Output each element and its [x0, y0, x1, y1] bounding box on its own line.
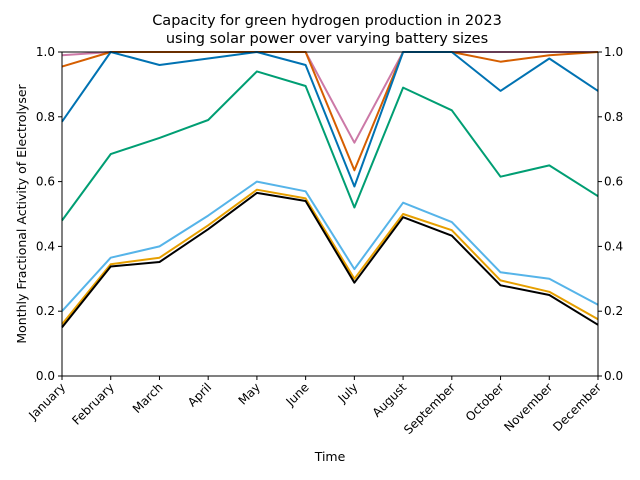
- y2-tick-label: 0.0: [604, 369, 623, 383]
- y2-tick-label: 0.4: [604, 239, 623, 253]
- x-tick-label: May: [236, 380, 263, 407]
- x-tick-label: July: [335, 380, 361, 406]
- y2-tick-label: 1.0: [604, 45, 623, 59]
- x-tick-label: August: [370, 380, 410, 420]
- series-line-1: [61, 51, 598, 144]
- series-line-2: [61, 51, 599, 172]
- x-tick-label: October: [463, 380, 507, 424]
- chart-subtitle: using solar power over varying battery s…: [166, 31, 488, 47]
- y-tick-label: 0.8: [36, 110, 55, 124]
- x-tick-label: November: [501, 380, 555, 434]
- y-tick-label: 0.2: [36, 304, 55, 318]
- series-line-6: [61, 188, 599, 325]
- y2-tick-label: 0.2: [604, 304, 623, 318]
- x-tick-label: January: [25, 380, 68, 423]
- plot-frame: [61, 51, 599, 377]
- y-tick-label: 1.0: [36, 45, 55, 59]
- x-tick-label: April: [185, 380, 214, 409]
- y2-tick-label: 0.6: [604, 175, 623, 189]
- y-axis-label: Monthly Fractional Activity of Electroly…: [14, 83, 29, 343]
- series-line-4: [61, 70, 599, 222]
- y-tick-label: 0.0: [36, 369, 55, 383]
- y2-tick-label: 0.8: [604, 110, 623, 124]
- x-tick-label: June: [283, 380, 312, 409]
- x-tick-label: September: [401, 380, 458, 437]
- y-tick-label: 0.4: [36, 239, 55, 253]
- x-axis-label: Time: [314, 449, 346, 464]
- series-layer: [61, 51, 599, 329]
- x-tick-label: February: [69, 380, 117, 428]
- series-line-3: [61, 51, 599, 188]
- x-tick-label: March: [130, 380, 166, 416]
- chart-title: Capacity for green hydrogen production i…: [152, 13, 502, 29]
- series-line-7: [61, 191, 599, 329]
- ticks-layer: 0.0 0.2 0.4 0.6 0.8 1.0 0.0 0.2 0.4 0.6 0.8 1.0 Janu…: [25, 45, 623, 437]
- x-tick-label: December: [550, 380, 604, 434]
- y-tick-label: 0.6: [36, 175, 55, 189]
- series-line-5: [61, 180, 599, 312]
